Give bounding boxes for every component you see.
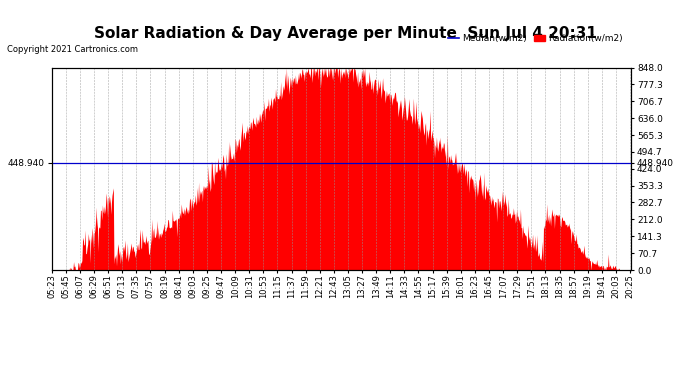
Legend: Median(w/m2), Radiation(w/m2): Median(w/m2), Radiation(w/m2) <box>444 31 627 47</box>
Text: Solar Radiation & Day Average per Minute  Sun Jul 4 20:31: Solar Radiation & Day Average per Minute… <box>94 26 596 41</box>
Text: Copyright 2021 Cartronics.com: Copyright 2021 Cartronics.com <box>7 45 138 54</box>
